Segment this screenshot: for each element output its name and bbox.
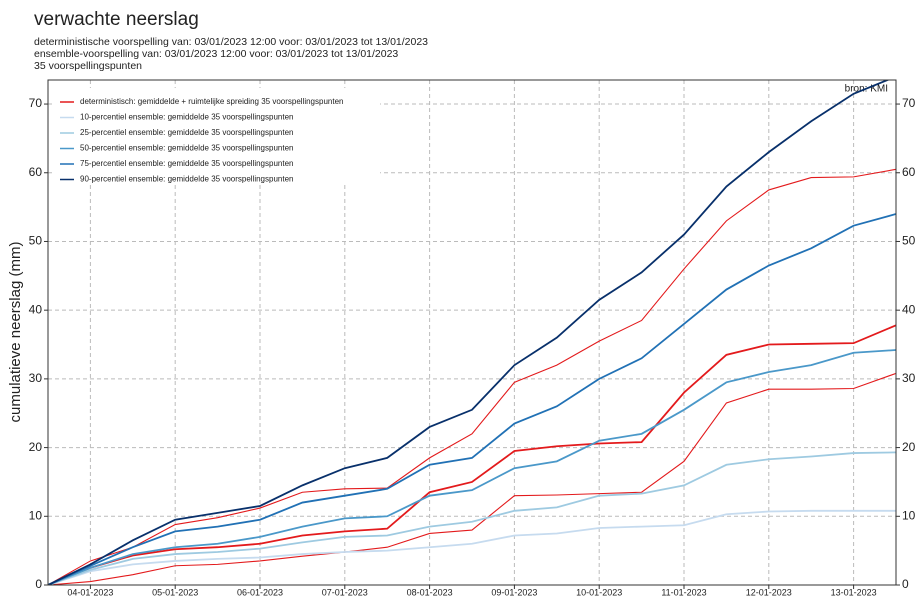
y-tick-label: 0 <box>902 577 909 591</box>
legend-label: deterministisch: gemiddelde + ruimtelijk… <box>80 97 343 106</box>
x-tick-label: 09-01-2023 <box>491 587 537 596</box>
y-axis-label: cumulatieve neerslag (mm) <box>7 242 24 423</box>
legend-label: 25-percentiel ensemble: gemiddelde 35 vo… <box>80 128 293 137</box>
x-tick-label: 06-01-2023 <box>237 587 283 596</box>
x-tick-label: 13-01-2023 <box>831 587 877 596</box>
data-line <box>48 349 896 585</box>
y-tick-label: 50 <box>29 234 43 248</box>
y-tick-label: 20 <box>29 440 43 454</box>
legend-label: 75-percentiel ensemble: gemiddelde 35 vo… <box>80 159 293 168</box>
x-tick-label: 10-01-2023 <box>576 587 622 596</box>
y-tick-label: 30 <box>29 371 43 385</box>
y-tick-label: 70 <box>29 96 43 110</box>
data-line <box>48 509 896 585</box>
y-tick-label: 50 <box>902 234 916 248</box>
legend-label: 10-percentiel ensemble: gemiddelde 35 vo… <box>80 113 293 122</box>
y-tick-label: 40 <box>902 302 916 316</box>
legend-label: 90-percentiel ensemble: gemiddelde 35 vo… <box>80 175 293 184</box>
data-line <box>48 451 896 585</box>
x-tick-label: 08-01-2023 <box>407 587 453 596</box>
y-tick-label: 0 <box>35 577 42 591</box>
data-line <box>48 213 896 585</box>
legend-label: 50-percentiel ensemble: gemiddelde 35 vo… <box>80 144 293 153</box>
legend-box <box>54 88 380 184</box>
x-tick-label: 04-01-2023 <box>67 587 113 596</box>
data-line <box>48 80 890 585</box>
chart-title: verwachte neerslag <box>34 9 199 30</box>
subtitle: ensemble-voorspelling van: 03/01/2023 12… <box>34 48 398 60</box>
subtitle: 35 voorspellingspunten <box>34 60 142 72</box>
y-tick-label: 20 <box>902 440 916 454</box>
y-tick-label: 30 <box>902 371 916 385</box>
data-line <box>48 168 896 585</box>
data-line <box>48 324 896 585</box>
subtitle: deterministische voorspelling van: 03/01… <box>34 36 428 48</box>
y-tick-label: 70 <box>902 96 916 110</box>
plot-frame <box>47 79 897 586</box>
y-tick-label: 10 <box>902 508 916 522</box>
y-tick-label: 60 <box>902 165 916 179</box>
data-line <box>48 372 896 585</box>
x-tick-label: 05-01-2023 <box>152 587 198 596</box>
x-tick-label: 07-01-2023 <box>322 587 368 596</box>
y-tick-label: 60 <box>29 165 43 179</box>
x-tick-label: 12-01-2023 <box>746 587 792 596</box>
y-tick-label: 10 <box>29 508 43 522</box>
x-tick-label: 11-01-2023 <box>661 587 706 596</box>
y-tick-label: 40 <box>29 302 43 316</box>
